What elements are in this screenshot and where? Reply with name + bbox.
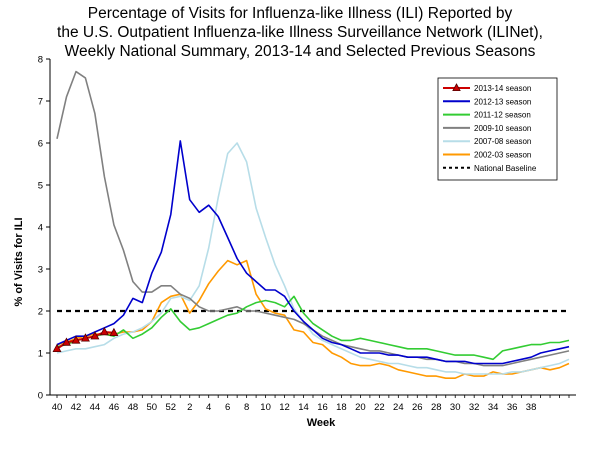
legend-item-2011-12-season-label: 2011-12 season <box>474 111 531 120</box>
series-2013-14-season-point <box>99 326 109 336</box>
chart-title: Percentage of Visits for Influenza-like … <box>0 4 600 61</box>
x-tick-label: 20 <box>355 402 366 413</box>
series-2013-14-season-point <box>109 327 119 337</box>
series-2007-08-season-line <box>56 142 570 375</box>
legend-item-2007-08-season-label: 2007-08 season <box>474 137 531 146</box>
x-tick-label: 26 <box>412 402 423 413</box>
y-tick-label: 3 <box>38 265 43 276</box>
legend-item-2002-03-season-label: 2002-03 season <box>474 151 531 160</box>
x-tick-label: 24 <box>393 402 404 413</box>
y-tick-label: 2 <box>38 307 43 318</box>
series-2011-12-season-line <box>56 295 570 361</box>
legend-box <box>437 77 558 181</box>
x-tick-label: 6 <box>225 402 230 413</box>
legend-item-national-baseline-label: National Baseline <box>474 164 537 173</box>
y-tick-label: 5 <box>38 181 43 192</box>
series-2013-14-season-point <box>52 343 62 353</box>
x-tick-label: 46 <box>109 402 120 413</box>
x-tick-label: 34 <box>488 402 499 413</box>
x-tick-label: 38 <box>526 402 537 413</box>
series-2013-14-season-point <box>90 331 100 340</box>
y-tick-label: 4 <box>38 223 43 234</box>
legend: 2013-14 season 2012-13 season 2011-12 seas… <box>437 77 558 181</box>
legend-item-2013-14-season-marker <box>452 83 461 91</box>
x-tick-label: 36 <box>507 402 518 413</box>
y-tick-label: 6 <box>38 139 43 150</box>
x-tick-label: 50 <box>147 402 158 413</box>
x-tick-label: 52 <box>165 402 176 413</box>
x-tick-label: 30 <box>450 402 461 413</box>
series-2012-13-season-line <box>56 140 570 365</box>
x-tick-label: 4 <box>206 402 211 413</box>
x-tick-label: 12 <box>279 402 290 413</box>
series-2013-14-season-point <box>80 333 90 342</box>
x-tick-label: 32 <box>469 402 480 413</box>
legend-item-2009-10-season-label: 2009-10 season <box>474 124 531 133</box>
chart-title-line-1: Percentage of Visits for Influenza-like … <box>87 5 513 22</box>
y-tick-label: 0 <box>38 391 43 402</box>
chart-title-line-2: the U.S. Outpatient Influenza-like Illne… <box>57 24 543 41</box>
y-tick-label: 1 <box>38 349 43 360</box>
series-2013-14-season-point <box>71 335 81 344</box>
x-tick-label: 2 <box>187 402 192 413</box>
y-axis-label: % of Visits for ILI <box>13 217 25 306</box>
series-layer <box>52 70 570 380</box>
x-tick-label: 18 <box>336 402 347 413</box>
x-tick-label: 14 <box>298 402 309 413</box>
y-tick-label: 8 <box>38 55 43 66</box>
chart-title-line-3: Weekly National Summary, 2013-14 and Sel… <box>64 43 536 60</box>
x-tick-label: 22 <box>374 402 385 413</box>
x-tick-label: 42 <box>71 402 82 413</box>
series-2002-03-season-line <box>56 259 570 380</box>
series-2013-14-season-point <box>62 337 71 346</box>
y-tick-label: 7 <box>38 97 43 108</box>
legend-item-2012-13-season-label: 2012-13 season <box>474 97 531 106</box>
x-tick-label: 44 <box>90 402 101 413</box>
x-tick-label: 8 <box>244 402 249 413</box>
legend-item-2013-14-season-label: 2013-14 season <box>474 84 531 93</box>
x-axis-label: Week <box>307 417 336 429</box>
x-tick-label: 48 <box>128 402 139 413</box>
x-tick-label: 10 <box>260 402 271 413</box>
x-tick-label: 16 <box>317 402 328 413</box>
x-tick-label: 28 <box>431 402 442 413</box>
x-tick-label: 40 <box>52 402 63 413</box>
